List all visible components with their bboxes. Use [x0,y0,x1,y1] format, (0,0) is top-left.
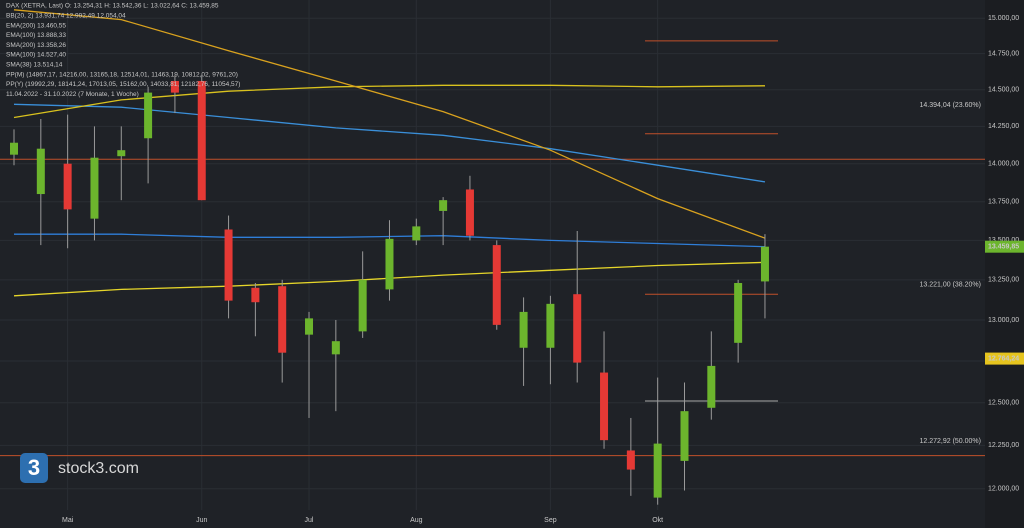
axis-panel [985,0,1024,528]
y-tick-label: 14.250,00 [988,123,1019,130]
legend-entry: EMA(100) 13.888,33 [6,32,66,39]
y-tick-label: 13.750,00 [988,199,1019,206]
y-tick-label: 15.000,00 [988,15,1019,22]
legend-entry: PP(M) (14867,17, 14216,00, 13165,18, 125… [6,71,238,78]
candle-body [305,318,314,335]
legend-entry: EMA(200) 13.460,55 [6,22,66,29]
legend-entry: SMA(200) 13.358,26 [6,42,66,49]
brand-logo-box [20,453,48,483]
overlay-line [13,9,766,239]
x-tick-label: Mai [62,517,74,524]
legend-entry: SMA(100) 14.527,40 [6,52,66,59]
y-tick-label: 13.000,00 [988,317,1019,324]
candle-body [197,80,206,201]
candle-body [760,246,769,282]
candle-body [90,157,99,219]
legend-entry: 11.04.2022 - 31.10.2022 (7 Monate, 1 Woc… [6,91,139,98]
y-tick-label: 12.000,00 [988,486,1019,493]
candle-body [117,150,126,157]
price-tag-label: 12.764,24 [988,355,1019,362]
brand-logo: 3 [28,455,40,480]
x-tick-label: Okt [652,517,663,524]
candle-body [626,450,635,470]
legend-entry: BB(20, 2) 13.931,74 12.992,49 12.054,04 [6,13,126,20]
candle-body [36,148,45,195]
y-tick-label: 13.250,00 [988,277,1019,284]
x-tick-label: Sep [544,517,557,524]
y-tick-label: 14.500,00 [988,87,1019,94]
candle-body [331,341,340,355]
y-tick-label: 14.000,00 [988,161,1019,168]
legend-entry: DAX (XETRA, Last) O: 13.254,31 H: 13.542… [6,3,219,10]
candle-body [412,226,421,241]
overlay-line [13,84,766,119]
candle-body [10,142,18,155]
candle-body [573,294,582,363]
candle-body [465,189,474,236]
x-tick-label: Jun [196,517,207,524]
brand: 3 stock3.com [20,453,139,483]
legend-entry: PP(Y) (19992,29, 18141,24, 17013,05, 151… [6,81,240,88]
candle-body [358,279,367,332]
candle-body [144,92,153,139]
candle-body [734,283,743,343]
candle-body [600,372,609,441]
candle-body [519,311,528,348]
price-tag [985,352,1024,365]
candle-body [707,365,716,408]
fib-label: 12.272,92 (50.00%) [920,438,982,445]
y-tick-label: 12.250,00 [988,442,1019,449]
candle-body [653,443,662,498]
candle-body [63,163,72,210]
candle-body [251,287,260,303]
price-tag-label: 13.459,85 [988,244,1019,251]
candle-body [546,303,555,348]
price-tag [985,240,1024,253]
brand-name: stock3.com [58,460,139,477]
legend-entry: SMA(38) 13.514,14 [6,62,63,69]
fib-label: 14.394,04 (23.60%) [920,102,982,109]
candle-body [680,411,689,461]
x-tick-label: Jul [305,517,314,524]
y-tick-label: 14.750,00 [988,50,1019,57]
y-tick-label: 12.500,00 [988,400,1019,407]
fib-label: 13.221,00 (38.20%) [920,281,982,288]
candle-body [385,238,394,290]
x-tick-label: Aug [410,517,423,524]
overlay-line [13,103,766,183]
candle-body [170,80,179,93]
candle-body [439,200,448,211]
candle-body [492,245,501,325]
candle-body [224,229,233,301]
candle-body [278,286,287,353]
